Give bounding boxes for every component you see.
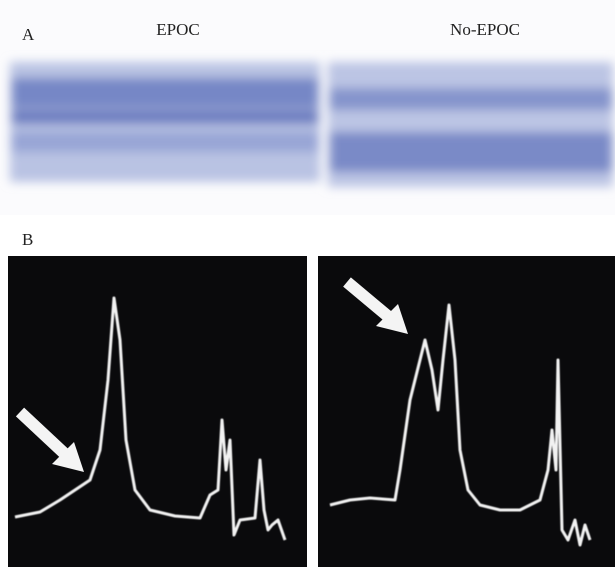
lane-label: EPOC (156, 20, 199, 39)
panel-b (8, 256, 615, 567)
lane-label: No-EPOC (450, 20, 520, 39)
densitometry-trace (329, 303, 592, 547)
gel (10, 62, 613, 187)
arrow (15, 407, 84, 472)
trace-panel (318, 256, 615, 567)
panel-label: A (22, 25, 35, 44)
panel-a: A EPOC No-EPOC (0, 0, 615, 215)
arrow (343, 277, 408, 334)
trace-panel (8, 256, 307, 567)
densitometry-trace (14, 296, 287, 541)
panel-label: B (22, 230, 33, 249)
